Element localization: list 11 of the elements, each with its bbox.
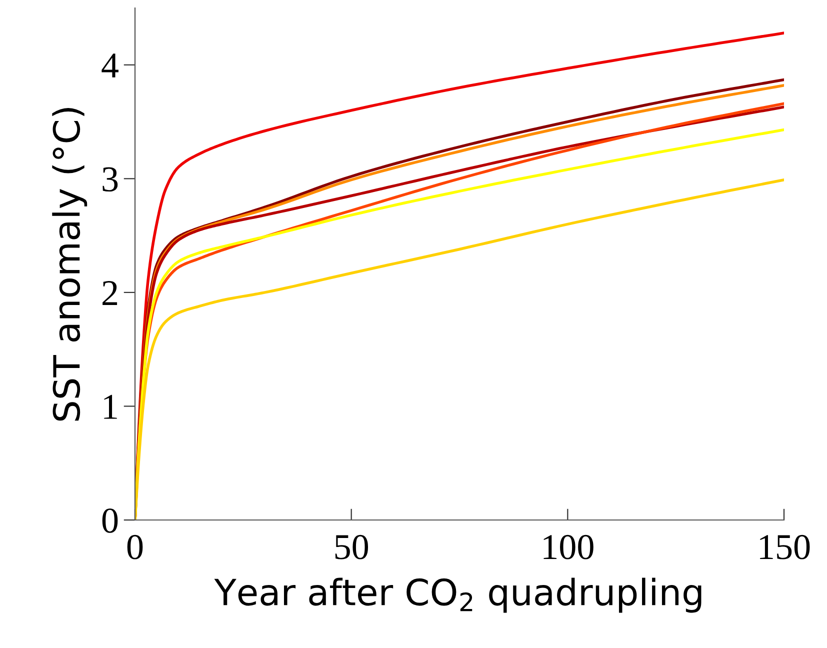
x-tick-label: 100 <box>544 534 594 560</box>
y-axis-title: SST anomaly (°C) <box>52 108 88 421</box>
y-tick-label: 3 <box>102 167 118 192</box>
x-tick-label: 150 <box>760 534 810 560</box>
x-axis-title: Year after CO$_{2}$ quadrupling <box>214 578 702 613</box>
y-tick-label: 0 <box>102 508 118 533</box>
x-tick-label: 0 <box>127 534 143 560</box>
y-tick-label: 4 <box>102 54 118 78</box>
x-tick-label: 50 <box>335 534 368 560</box>
y-tick-label: 2 <box>102 281 118 305</box>
y-tick-label: 1 <box>104 394 117 419</box>
